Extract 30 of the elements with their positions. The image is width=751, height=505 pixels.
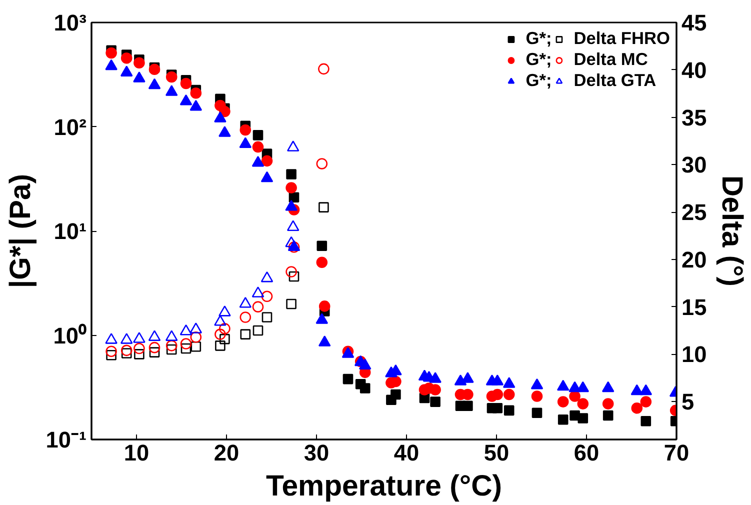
- y2-tick-label: 25: [682, 199, 707, 226]
- x-tick-label: 20: [214, 440, 240, 466]
- x-tick-label: 40: [394, 440, 420, 466]
- y2-tick-label: 35: [682, 104, 707, 130]
- y2-tick-label: 30: [682, 152, 707, 178]
- y2-tick-label: 40: [682, 56, 707, 83]
- legend-label: G*;: [526, 28, 552, 49]
- legend-label: Delta GTA: [574, 70, 656, 91]
- legend-label: Delta FHRO: [574, 28, 670, 49]
- x-tick-label: 70: [664, 440, 690, 466]
- y2-tick-label: 15: [682, 294, 707, 320]
- x-axis-title: Temperature (°C): [266, 470, 502, 502]
- y-axis-title: |G*| (Pa): [4, 174, 37, 288]
- y2-tick-label: 20: [682, 246, 707, 272]
- y-tick-label: 10²: [54, 114, 87, 140]
- y2-axis-title: Delta (°): [716, 175, 749, 287]
- y2-tick-label: 45: [682, 10, 707, 36]
- y2-tick-label: 10: [682, 341, 707, 368]
- x-tick-label: 50: [484, 440, 510, 466]
- y2-tick-label: 5: [682, 388, 694, 415]
- x-tick-label: 10: [124, 440, 150, 466]
- x-tick-label: 60: [574, 440, 600, 466]
- y-tick-label: 10⁰: [53, 322, 86, 348]
- y-tick-label: 10⁻¹: [46, 426, 87, 452]
- y-tick-label: 10³: [54, 10, 87, 36]
- legend-label: G*;: [526, 70, 552, 91]
- x-tick-label: 30: [304, 440, 330, 466]
- y-tick-label: 10¹: [54, 218, 87, 244]
- legend-label: Delta MC: [574, 49, 648, 70]
- legend-label: G*;: [526, 49, 552, 70]
